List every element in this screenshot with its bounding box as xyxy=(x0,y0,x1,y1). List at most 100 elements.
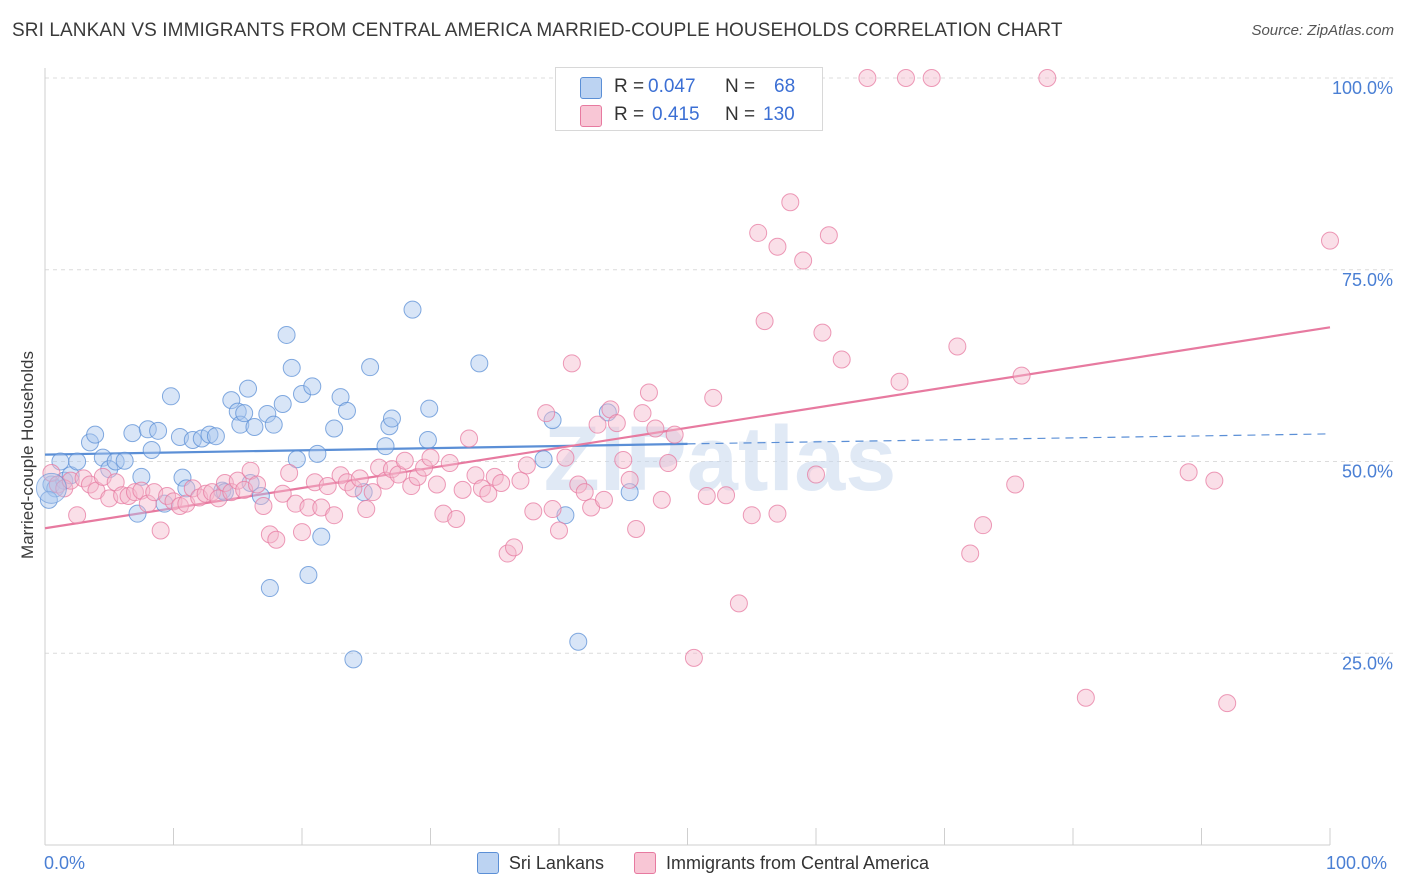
n-value: 68 xyxy=(774,76,796,97)
data-point xyxy=(627,519,646,538)
data-point xyxy=(614,450,633,469)
data-point xyxy=(421,448,440,467)
data-point xyxy=(312,527,331,546)
data-point xyxy=(138,494,157,513)
data-point xyxy=(588,415,607,434)
r-label: R = xyxy=(614,104,645,125)
legend-swatch-central-america xyxy=(633,852,656,874)
data-point xyxy=(308,444,327,463)
legend-item-central-america[interactable]: Immigrants from Central America xyxy=(633,852,929,874)
legend-item-sri-lankans[interactable]: Sri Lankans xyxy=(476,852,604,874)
data-point xyxy=(235,404,254,423)
data-point xyxy=(524,502,543,521)
data-point xyxy=(132,467,151,486)
data-point xyxy=(974,516,993,535)
data-point xyxy=(749,223,768,242)
y-tick-labels: 25.0% 50.0% 75.0% 100.0% xyxy=(1332,78,1393,673)
data-point xyxy=(415,458,434,477)
data-point xyxy=(206,427,225,446)
data-point xyxy=(282,358,301,377)
data-point xyxy=(331,466,350,485)
n-value: 130 xyxy=(763,104,795,125)
data-point xyxy=(123,424,142,443)
data-point xyxy=(344,479,363,498)
source-label: Source: ZipAtlas.com xyxy=(1251,22,1394,39)
data-point xyxy=(543,500,562,519)
trend-line-extension-0 xyxy=(687,433,1331,445)
data-point xyxy=(293,385,311,404)
trend-lines xyxy=(44,326,1331,530)
data-point xyxy=(729,594,748,613)
data-point xyxy=(370,458,389,477)
data-point xyxy=(106,473,125,492)
stats-swatch-sri-lankans xyxy=(580,77,602,99)
data-point xyxy=(646,419,665,438)
data-point xyxy=(697,487,716,506)
data-point xyxy=(325,506,344,525)
data-point xyxy=(273,484,292,503)
bottom-legend: Sri Lankans Immigrants from Central Amer… xyxy=(0,852,1406,874)
data-point xyxy=(86,425,105,444)
trend-line-1 xyxy=(44,326,1331,530)
data-point xyxy=(245,417,264,436)
data-point xyxy=(132,481,151,500)
trend-line-0 xyxy=(44,442,688,456)
data-point xyxy=(350,469,369,488)
data-point xyxy=(1012,366,1031,385)
data-point xyxy=(460,429,479,448)
data-point xyxy=(470,354,489,373)
data-point xyxy=(239,379,258,398)
data-point xyxy=(325,419,344,438)
data-point xyxy=(1205,471,1224,490)
data-point xyxy=(68,506,87,525)
data-point xyxy=(39,490,58,509)
n-label: N = xyxy=(725,104,756,125)
data-point xyxy=(858,69,877,87)
data-point xyxy=(100,460,119,479)
legend-swatch-sri-lankans xyxy=(476,852,499,874)
data-point xyxy=(254,496,273,515)
data-point xyxy=(149,421,168,440)
data-point-cluster xyxy=(35,472,67,504)
data-point xyxy=(447,510,466,529)
data-point xyxy=(1006,475,1025,494)
data-point xyxy=(183,431,202,450)
data-point xyxy=(620,470,639,489)
data-point xyxy=(511,471,530,490)
data-point xyxy=(1038,69,1057,87)
series-1 xyxy=(42,69,1339,713)
legend-label-sri-lankans: Sri Lankans xyxy=(508,852,604,873)
data-point xyxy=(357,500,376,519)
data-point xyxy=(781,193,800,212)
data-point xyxy=(420,399,439,418)
data-point xyxy=(337,401,356,420)
data-point xyxy=(222,391,241,410)
data-point xyxy=(287,450,306,469)
data-point xyxy=(299,498,318,517)
data-point xyxy=(277,325,296,344)
data-point xyxy=(151,521,170,540)
data-point xyxy=(562,354,581,373)
data-point xyxy=(794,251,813,270)
data-point xyxy=(704,388,723,407)
data-point xyxy=(717,486,736,505)
data-point xyxy=(293,523,311,542)
data-point xyxy=(248,475,267,494)
x-axis-max-label: 100.0% xyxy=(1326,853,1388,873)
data-point xyxy=(768,504,787,523)
data-point xyxy=(408,467,427,486)
data-point xyxy=(440,454,459,473)
y-tick-label: 25.0% xyxy=(1342,653,1393,673)
data-point xyxy=(1179,463,1198,482)
stats-legend: R = 0.047 N = 68 R = 0.415 N = 130 xyxy=(555,67,823,131)
data-point xyxy=(403,300,422,319)
data-point xyxy=(303,377,322,396)
data-point xyxy=(819,226,838,245)
data-point xyxy=(896,69,915,87)
axes xyxy=(44,68,1331,846)
data-point xyxy=(922,69,941,87)
chart-title: SRI LANKAN VS IMMIGRANTS FROM CENTRAL AM… xyxy=(12,20,1063,41)
data-point xyxy=(1218,694,1237,713)
stats-row-central-america: R = 0.415 N = 130 xyxy=(556,100,822,130)
